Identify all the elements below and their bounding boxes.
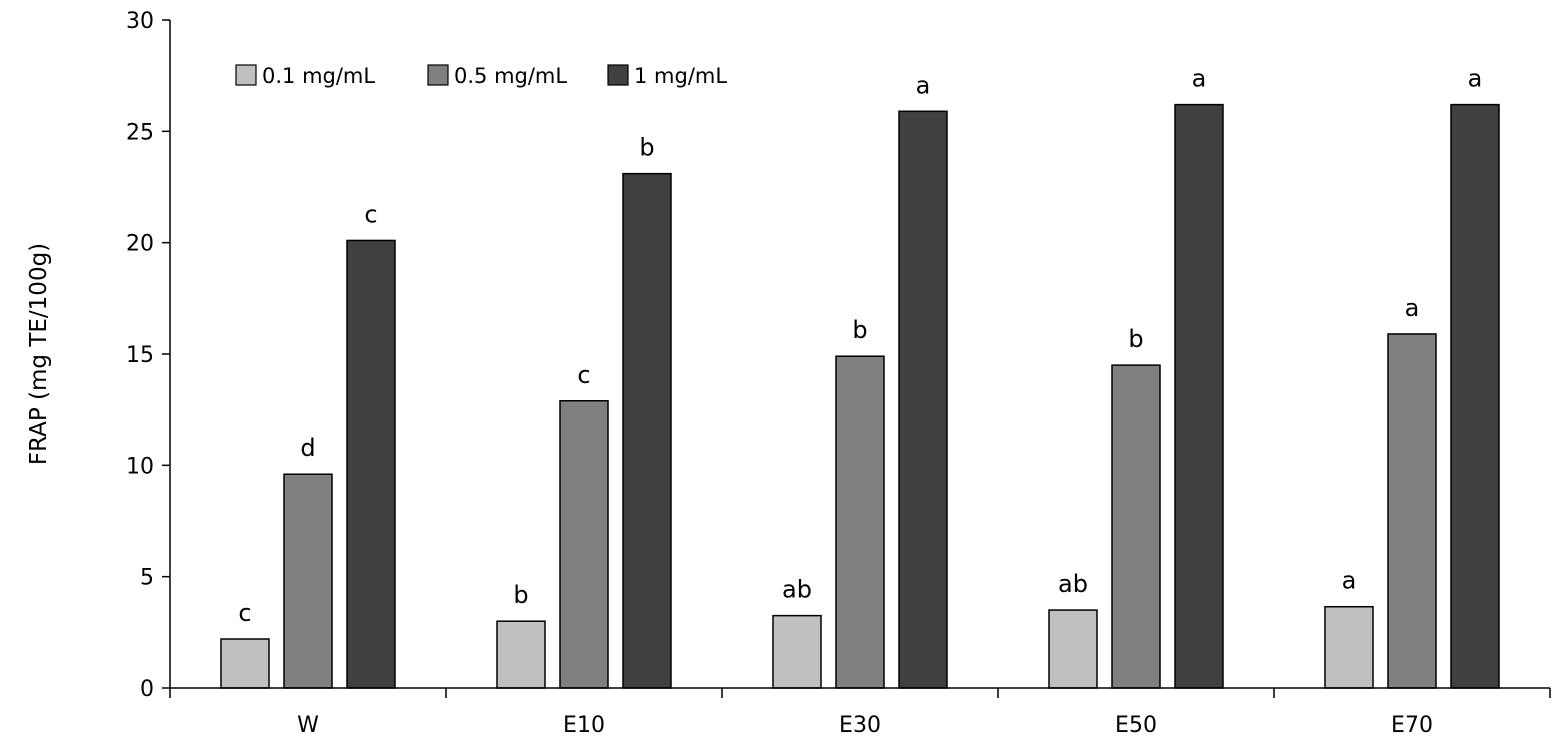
bar [559,400,609,689]
bar-significance-label: a [916,71,931,99]
bar [1111,364,1161,689]
y-axis-title: FRAP (mg TE/100g) [26,243,52,465]
bar-significance-label: b [1128,325,1143,353]
bar [1048,609,1098,689]
y-tick-label: 0 [140,677,154,702]
legend-swatch [427,64,449,86]
bar-significance-label: c [577,361,590,389]
y-axis-ticks: 0 5 10 15 20 25 30 [126,9,170,702]
bar-significance-label: ab [782,576,812,604]
bar [835,355,885,689]
bars [220,103,1500,689]
bar [496,620,546,689]
bar [1387,333,1437,689]
bar-significance-label: a [1468,65,1483,93]
y-tick-label: 10 [126,454,154,479]
legend-label: 1 mg/mL [634,64,727,88]
y-tick-label: 20 [126,232,154,257]
bar [1450,103,1500,689]
legend-label: 0.5 mg/mL [454,64,567,88]
bar [283,473,333,689]
y-tick-label: 15 [126,343,154,368]
bar-significance-label: d [300,434,315,462]
bar [346,239,396,689]
y-tick-label: 30 [126,9,154,34]
x-tick-label: W [297,713,319,738]
legend-label: 0.1 mg/mL [262,64,375,88]
x-tick-label: E10 [563,713,605,738]
bar [622,172,672,689]
bar-significance-label: c [364,200,377,228]
y-tick-label: 5 [140,566,154,591]
bar [772,614,822,689]
bar-significance-label: b [852,316,867,344]
bar [1174,103,1224,689]
legend: 0.1 mg/mL 0.5 mg/mL 1 mg/mL [235,64,727,88]
axes [169,20,1550,689]
bar [898,110,948,689]
legend-swatch [235,64,257,86]
bar [220,638,270,689]
bar-significance-label: b [639,134,654,162]
x-axis-ticks: W E10 E30 E50 E70 [169,688,1551,738]
bar-significance-label: a [1192,65,1207,93]
significance-labels: c d c b c b ab b a ab b a a a a [238,65,1482,627]
legend-swatch [607,64,629,86]
y-tick-label: 25 [126,120,154,145]
x-tick-label: E70 [1391,713,1433,738]
bar-significance-label: ab [1058,570,1088,598]
bar-significance-label: a [1342,567,1357,595]
bar-significance-label: a [1405,294,1420,322]
x-tick-label: E30 [839,713,881,738]
x-tick-label: E50 [1115,713,1157,738]
bar [1324,605,1374,689]
bar-significance-label: b [513,581,528,609]
bar-significance-label: c [238,599,251,627]
